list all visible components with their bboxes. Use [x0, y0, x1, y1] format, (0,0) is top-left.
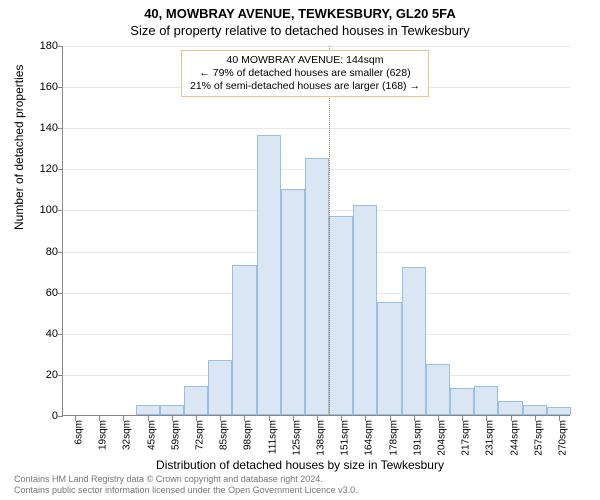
annotation-line: 40 MOWBRAY AVENUE: 144sqm: [190, 54, 420, 67]
bar: [402, 267, 426, 415]
gridline: [63, 46, 570, 47]
bar: [305, 158, 329, 415]
xtick-label: 164sqm: [364, 420, 375, 456]
bar: [329, 216, 353, 415]
bar: [450, 388, 474, 415]
ytick-label: 20: [28, 369, 58, 381]
xtick-label: 6sqm: [74, 420, 85, 444]
bar: [281, 189, 305, 415]
bar: [232, 265, 256, 415]
xtick-label: 138sqm: [316, 420, 327, 456]
gridline: [63, 128, 570, 129]
page-subtitle: Size of property relative to detached ho…: [0, 23, 600, 38]
credits-line1: Contains HM Land Registry data © Crown c…: [14, 474, 358, 485]
ytick-label: 60: [28, 287, 58, 299]
xtick-label: 217sqm: [461, 420, 472, 456]
ytick-mark: [58, 128, 63, 129]
annotation-line: ← 79% of detached houses are smaller (62…: [190, 67, 420, 80]
ytick-label: 160: [28, 81, 58, 93]
ytick-label: 40: [28, 328, 58, 340]
xtick-label: 125sqm: [291, 420, 302, 456]
annotation-line: 21% of semi-detached houses are larger (…: [190, 80, 420, 93]
ytick-mark: [58, 169, 63, 170]
bar: [523, 405, 547, 415]
xtick-label: 191sqm: [412, 420, 423, 456]
xtick-label: 19sqm: [98, 420, 109, 450]
xtick-label: 257sqm: [533, 420, 544, 456]
ytick-mark: [58, 87, 63, 88]
bar: [136, 405, 160, 415]
credits-line2: Contains public sector information licen…: [14, 485, 358, 496]
bar: [474, 386, 498, 415]
credits: Contains HM Land Registry data © Crown c…: [14, 474, 358, 496]
bar: [257, 135, 281, 415]
xtick-label: 151sqm: [340, 420, 351, 456]
bar: [377, 302, 401, 415]
chart: 6sqm19sqm32sqm45sqm59sqm72sqm85sqm98sqm1…: [62, 46, 570, 416]
xtick-label: 244sqm: [509, 420, 520, 456]
bar: [426, 364, 450, 415]
xtick-label: 204sqm: [436, 420, 447, 456]
plot-area: 6sqm19sqm32sqm45sqm59sqm72sqm85sqm98sqm1…: [62, 46, 570, 416]
xtick-label: 98sqm: [243, 420, 254, 450]
ytick-label: 120: [28, 163, 58, 175]
y-axis-label: Number of detached properties: [12, 65, 26, 230]
xtick-label: 111sqm: [267, 420, 278, 454]
reference-line: [329, 46, 330, 415]
bar: [184, 386, 208, 415]
page-title: 40, MOWBRAY AVENUE, TEWKESBURY, GL20 5FA: [0, 6, 600, 21]
bar: [353, 205, 377, 415]
ytick-mark: [58, 252, 63, 253]
ytick-mark: [58, 46, 63, 47]
ytick-mark: [58, 375, 63, 376]
xtick-label: 32sqm: [122, 420, 133, 450]
xtick-label: 178sqm: [388, 420, 399, 456]
xtick-label: 72sqm: [195, 420, 206, 450]
xtick-label: 231sqm: [485, 420, 496, 456]
ytick-label: 80: [28, 246, 58, 258]
xtick-label: 270sqm: [557, 420, 568, 456]
ytick-label: 100: [28, 204, 58, 216]
ytick-mark: [58, 293, 63, 294]
bar: [160, 405, 184, 415]
xtick-label: 45sqm: [146, 420, 157, 450]
ytick-mark: [58, 334, 63, 335]
x-axis-label: Distribution of detached houses by size …: [0, 458, 600, 472]
xtick-label: 59sqm: [170, 420, 181, 450]
ytick-label: 140: [28, 122, 58, 134]
ytick-label: 0: [28, 410, 58, 422]
ytick-mark: [58, 416, 63, 417]
ytick-mark: [58, 210, 63, 211]
xtick-label: 85sqm: [219, 420, 230, 450]
bar: [208, 360, 232, 416]
annotation: 40 MOWBRAY AVENUE: 144sqm← 79% of detach…: [181, 50, 429, 97]
bar: [547, 407, 571, 415]
ytick-label: 180: [28, 40, 58, 52]
bar: [498, 401, 522, 415]
